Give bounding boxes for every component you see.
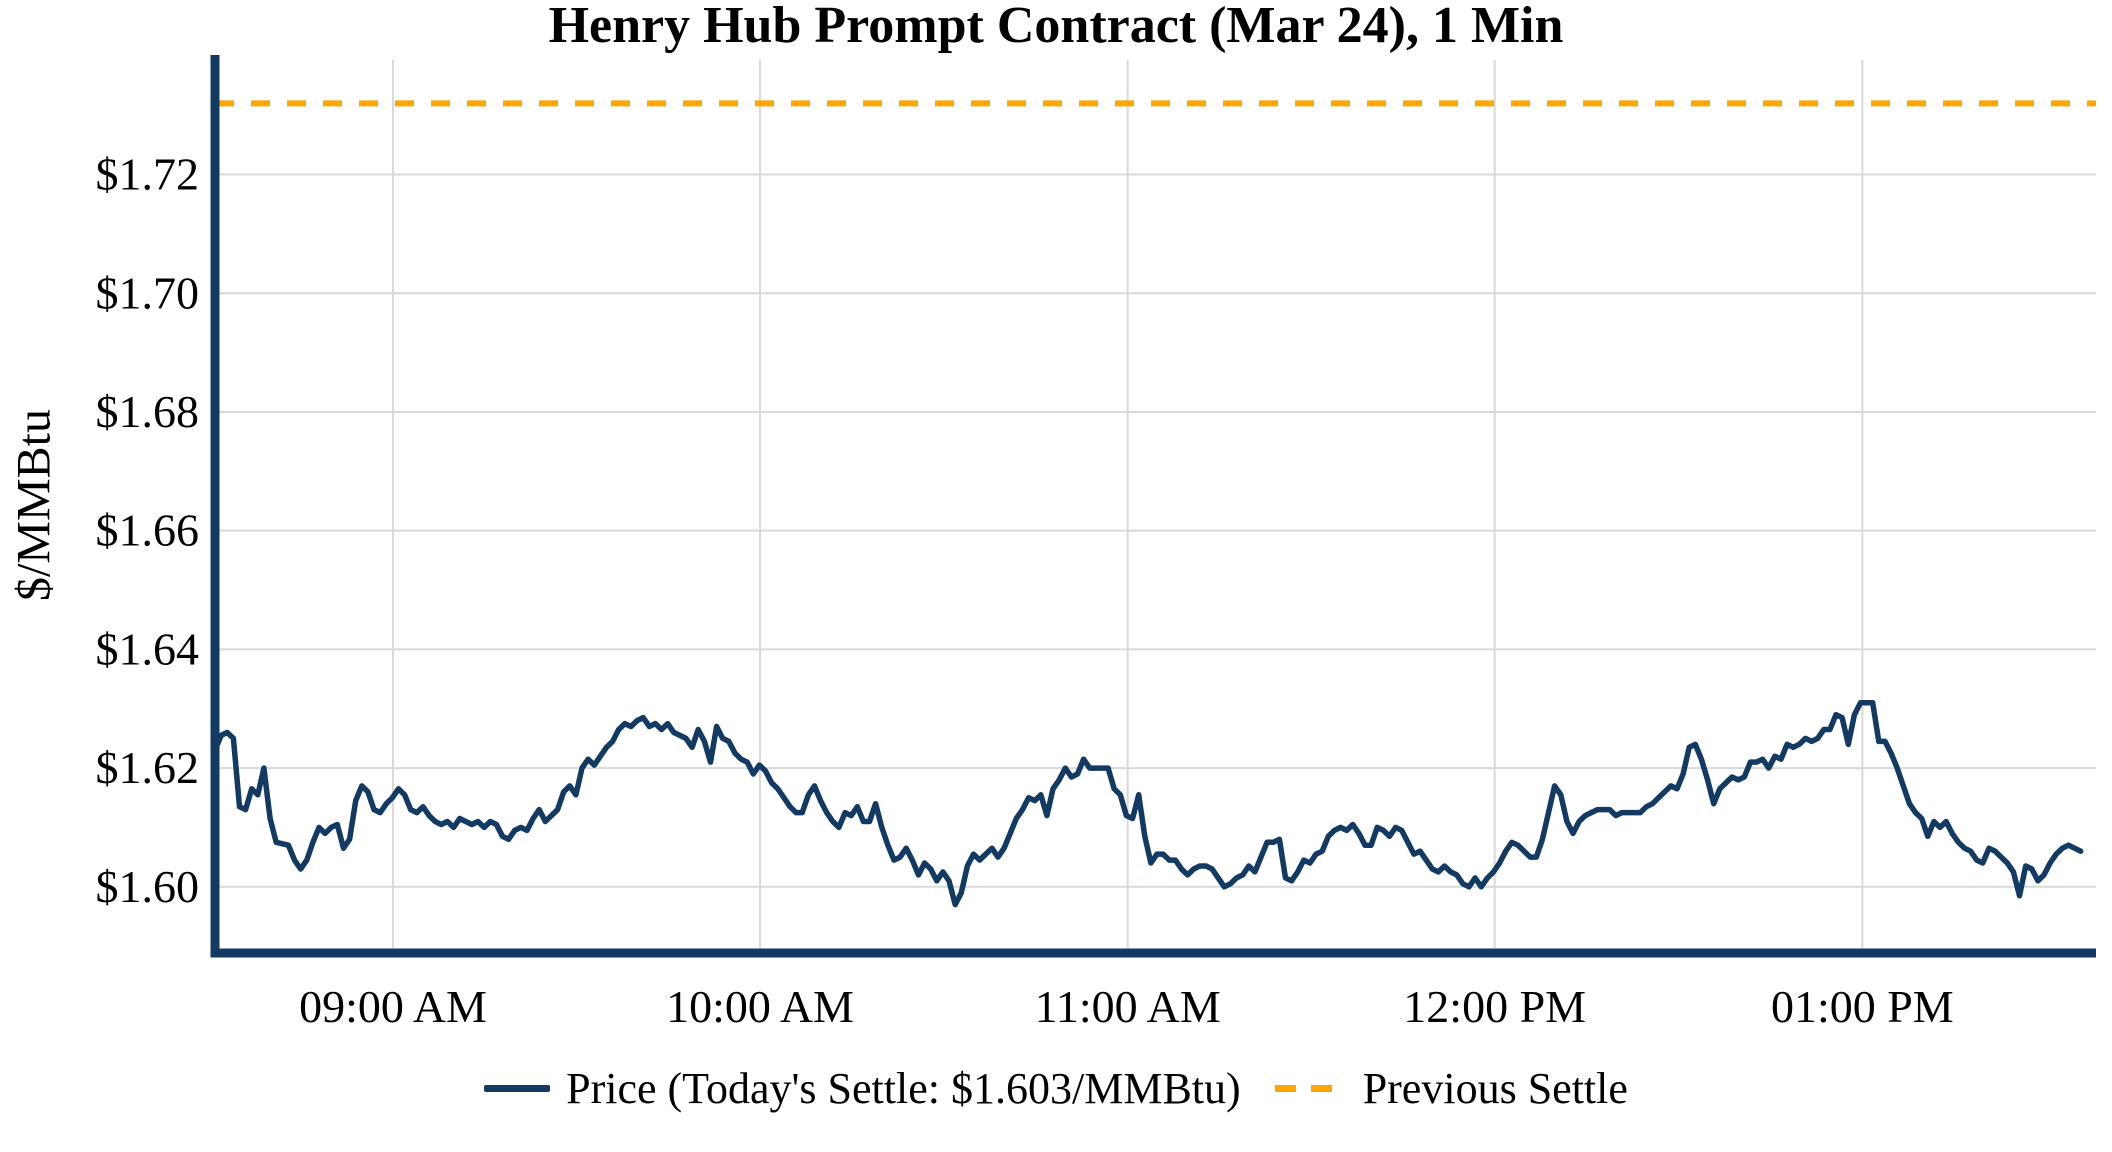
- y-tick-label: $1.70: [96, 267, 200, 318]
- x-tick-label: 12:00 PM: [1403, 981, 1586, 1032]
- y-tick-label: $1.68: [96, 386, 200, 437]
- previous-settle-line-swatch: [1274, 1084, 1347, 1092]
- chart-title: Henry Hub Prompt Contract (Mar 24), 1 Mi…: [548, 0, 1564, 54]
- legend-item-previous-settle: Previous Settle: [1274, 1063, 1628, 1114]
- legend-label-previous-settle: Previous Settle: [1362, 1063, 1628, 1113]
- y-tick-label: $1.64: [96, 623, 200, 674]
- y-tick-label: $1.62: [96, 742, 200, 793]
- x-tick-label: 10:00 AM: [666, 981, 854, 1032]
- x-tick-label: 01:00 PM: [1771, 981, 1954, 1032]
- y-tick-label: $1.60: [96, 861, 200, 912]
- price-line-swatch: [484, 1084, 551, 1092]
- y-tick-label: $1.72: [96, 149, 200, 200]
- legend-label-price: Price (Today's Settle: $1.603/MMBtu): [566, 1063, 1241, 1113]
- y-tick-label: $1.66: [96, 505, 200, 556]
- price-line: [212, 700, 2084, 908]
- chart-legend: Price (Today's Settle: $1.603/MMBtu) Pre…: [0, 1058, 2112, 1118]
- x-tick-label: 09:00 AM: [299, 981, 487, 1032]
- x-tick-label: 11:00 AM: [1035, 981, 1221, 1032]
- legend-item-price: Price (Today's Settle: $1.603/MMBtu): [484, 1063, 1241, 1114]
